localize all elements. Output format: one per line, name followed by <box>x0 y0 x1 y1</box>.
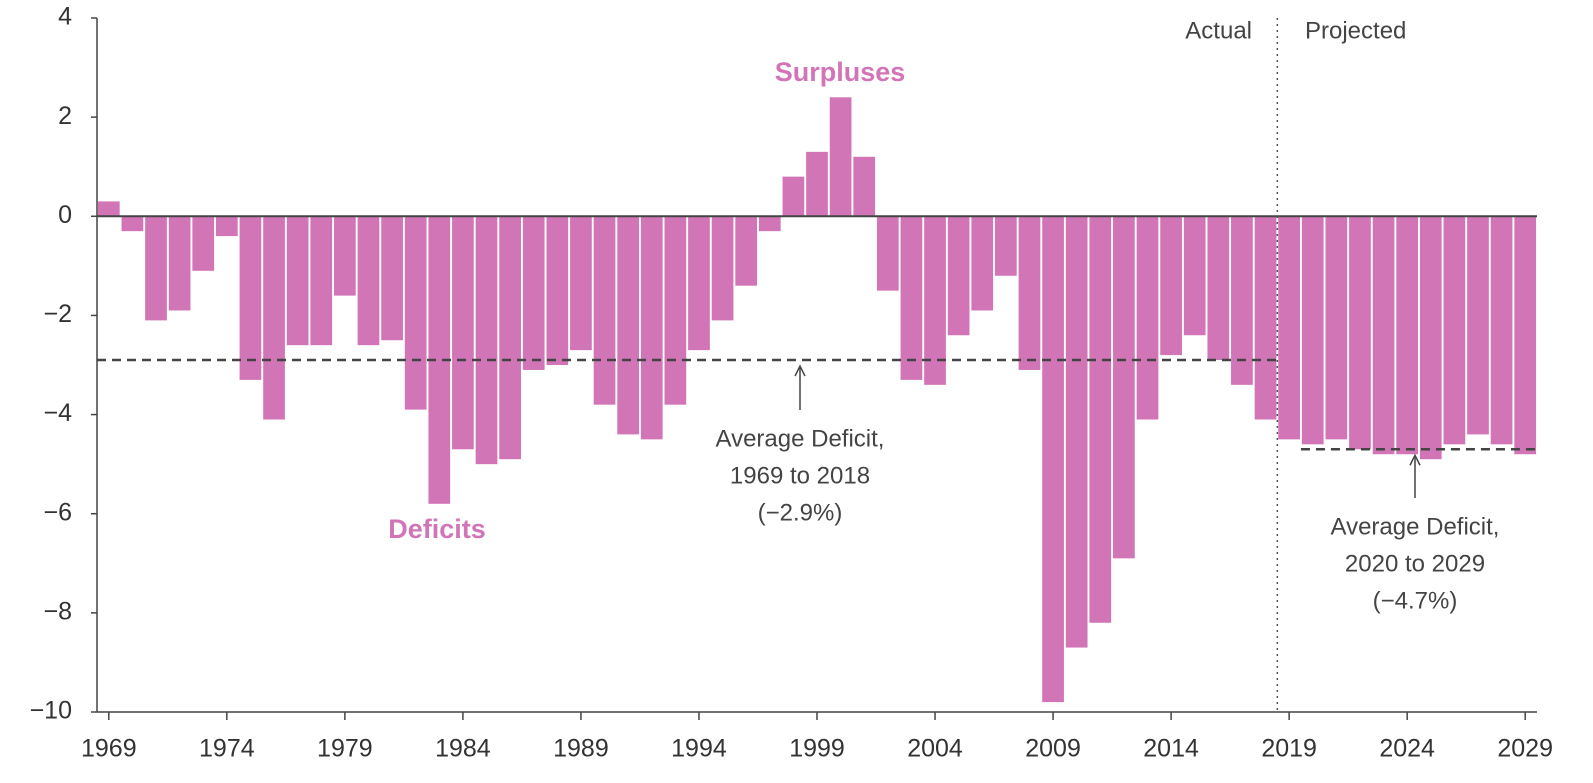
bar <box>239 216 262 380</box>
bar <box>381 216 403 341</box>
x-tick-label: 1979 <box>317 735 373 763</box>
bar <box>1443 216 1466 445</box>
surplus-label: Surpluses <box>775 57 906 87</box>
bar <box>1278 216 1300 440</box>
x-tick-label: 2024 <box>1379 735 1435 763</box>
bar <box>145 216 167 321</box>
bar <box>1042 216 1064 703</box>
projected-label: Projected <box>1305 17 1406 44</box>
bar <box>1467 216 1489 435</box>
bar <box>711 216 734 321</box>
average-label: Average Deficit, <box>716 425 885 452</box>
bar <box>1231 216 1253 385</box>
bar <box>1136 216 1159 420</box>
bar <box>215 216 238 237</box>
bar <box>263 216 285 420</box>
bar <box>1325 216 1348 440</box>
bar <box>1065 216 1088 648</box>
deficit-label: Deficits <box>388 514 486 544</box>
bar <box>1372 216 1395 455</box>
bar <box>546 216 569 365</box>
bar <box>994 216 1017 276</box>
bar <box>286 216 309 346</box>
bar <box>1089 216 1112 623</box>
x-tick-label: 1999 <box>789 735 845 763</box>
x-tick-label: 2014 <box>1143 735 1199 763</box>
bar <box>428 216 451 504</box>
bar <box>735 216 758 286</box>
x-tick-label: 2019 <box>1261 735 1317 763</box>
actual-label: Actual <box>1185 17 1252 44</box>
bar <box>1514 216 1537 455</box>
bar <box>758 216 781 232</box>
y-tick-label: 2 <box>58 102 72 130</box>
x-tick-label: 2029 <box>1497 735 1553 763</box>
bar <box>168 216 191 311</box>
bar <box>1018 216 1041 370</box>
x-tick-label: 2009 <box>1025 735 1081 763</box>
bar <box>334 216 356 296</box>
bar <box>1113 216 1135 559</box>
bar <box>806 151 828 217</box>
bar <box>499 216 521 460</box>
y-tick-label: −8 <box>43 597 72 625</box>
x-tick-label: 1984 <box>435 735 491 763</box>
bar <box>664 216 687 405</box>
y-tick-label: 4 <box>58 3 72 31</box>
average-label: Average Deficit, <box>1331 513 1500 540</box>
bar <box>121 216 144 232</box>
y-tick-label: −10 <box>30 697 72 725</box>
bar <box>452 216 474 450</box>
bar <box>1490 216 1513 445</box>
x-tick-label: 1969 <box>81 735 137 763</box>
bar <box>782 176 805 217</box>
bar <box>1301 216 1324 445</box>
bar <box>829 97 852 217</box>
bar <box>192 216 215 271</box>
bar <box>593 216 616 405</box>
bar <box>640 216 663 440</box>
average-label: (−4.7%) <box>1373 587 1458 614</box>
x-tick-label: 1974 <box>199 735 255 763</box>
x-tick-label: 2004 <box>907 735 963 763</box>
bar <box>97 201 120 217</box>
x-tick-label: 1989 <box>553 735 609 763</box>
bar <box>900 216 923 380</box>
average-label: (−2.9%) <box>758 499 843 526</box>
arrow-head <box>1409 453 1421 466</box>
bar <box>853 156 876 217</box>
bar <box>1160 216 1182 356</box>
bar <box>1183 216 1206 336</box>
bar <box>1419 216 1442 460</box>
bar <box>1396 216 1419 455</box>
y-tick-label: −2 <box>43 300 72 328</box>
bar <box>971 216 994 311</box>
bar <box>522 216 545 370</box>
bar <box>570 216 592 351</box>
bar <box>475 216 498 465</box>
bar <box>1207 216 1230 361</box>
bar <box>1254 216 1277 420</box>
bar <box>876 216 899 291</box>
bar <box>947 216 970 336</box>
average-label: 1969 to 2018 <box>730 462 870 489</box>
y-tick-label: 0 <box>58 201 72 229</box>
y-tick-label: −6 <box>43 498 72 526</box>
arrow-head <box>794 364 806 377</box>
bar <box>357 216 380 346</box>
bar <box>688 216 710 351</box>
bar <box>310 216 333 346</box>
bar <box>404 216 427 410</box>
bar <box>924 216 946 385</box>
bar <box>617 216 640 435</box>
y-tick-label: −4 <box>43 399 72 427</box>
average-label: 2020 to 2029 <box>1345 550 1485 577</box>
x-tick-label: 1994 <box>671 735 727 763</box>
bar <box>1349 216 1371 450</box>
